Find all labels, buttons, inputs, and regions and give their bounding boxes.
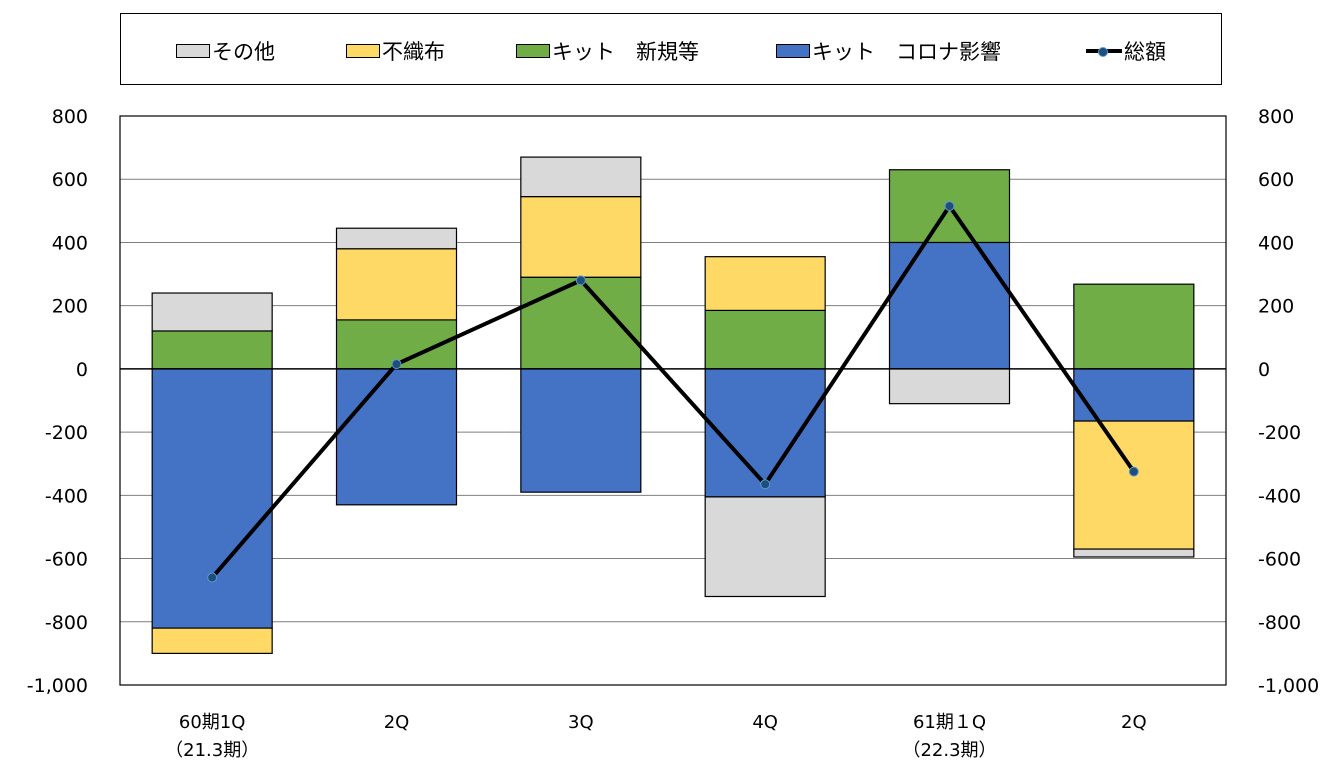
total-point-4 [944, 201, 955, 212]
legend-line-total [1086, 44, 1122, 58]
y-tick-label-left: -400 [45, 485, 88, 507]
legend-label-kit-new: キット 新規等 [552, 40, 699, 64]
bar-nonwoven-5 [1073, 420, 1195, 550]
bar-nonwoven-3 [704, 256, 826, 312]
legend-swatch-kit-new [516, 44, 550, 58]
legend-swatch-nonwoven [346, 44, 380, 58]
bar-kit-covid-3 [704, 368, 826, 498]
bar-kit-new-0 [151, 330, 273, 370]
y-tick-label-left: 400 [52, 232, 88, 254]
y-tick-label-left: 600 [52, 169, 88, 191]
bar-kit-covid-0 [151, 368, 273, 629]
y-tick-label-right: -1,000 [1258, 675, 1319, 697]
bar-kit-covid-4 [888, 241, 1011, 370]
y-tick-label-right: -400 [1258, 485, 1301, 507]
bar-nonwoven-0 [151, 627, 273, 654]
x-category-label: 4Q [752, 712, 778, 733]
x-category-label: 61期１Q [913, 712, 986, 733]
y-tick-label-right: 400 [1258, 232, 1294, 254]
legend-item-total: 総額 [1086, 36, 1166, 66]
x-category-sublabel: （22.3期） [902, 740, 996, 761]
bar-kit-new-5 [1073, 283, 1195, 370]
y-tick-label-left: -600 [45, 549, 88, 571]
y-tick-label-left: 200 [52, 296, 88, 318]
total-line [210, 204, 1136, 579]
x-category-label: 3Q [568, 712, 594, 733]
x-category-label: 2Q [1121, 712, 1147, 733]
bar-other-1 [335, 227, 458, 250]
bar-nonwoven-1 [335, 248, 458, 321]
plot-area-border [119, 115, 1227, 686]
legend-label-kit-covid: キット コロナ影響 [812, 40, 1001, 64]
bar-kit-covid-1 [335, 368, 458, 506]
bar-kit-covid-2 [520, 368, 642, 493]
bar-other-5 [1073, 548, 1195, 558]
y-tick-label-right: 200 [1258, 296, 1294, 318]
legend-label-nonwoven: 不織布 [382, 40, 445, 64]
y-tick-label-right: 600 [1258, 169, 1294, 191]
bar-kit-new-3 [704, 309, 826, 370]
bar-kit-new-2 [520, 276, 642, 370]
y-tick-label-left: -200 [45, 422, 88, 444]
total-point-2 [575, 275, 586, 286]
legend-item-nonwoven: 不織布 [346, 36, 445, 66]
legend-item-kit-new: キット 新規等 [516, 36, 699, 66]
bar-nonwoven-2 [520, 196, 642, 278]
y-tick-label-right: 0 [1258, 359, 1270, 381]
y-tick-label-right: -600 [1258, 549, 1301, 571]
legend-label-other: その他 [212, 40, 275, 64]
total-point-3 [760, 479, 771, 490]
total-point-0 [207, 572, 218, 583]
x-category-sublabel: （21.3期） [165, 740, 259, 761]
total-point-1 [391, 359, 402, 370]
y-tick-label-left: -1,000 [27, 675, 88, 697]
bar-other-4 [888, 368, 1011, 405]
legend-item-other: その他 [176, 36, 275, 66]
legend-label-total: 総額 [1124, 40, 1166, 64]
legend-swatch-other [176, 44, 210, 58]
legend: その他 不織布 キット 新規等 キット コロナ影響 総額 [120, 13, 1222, 85]
x-category-label: 60期1Q [179, 712, 246, 733]
total-point-5 [1128, 466, 1139, 477]
y-tick-label-left: -800 [45, 612, 88, 634]
legend-swatch-kit-covid [776, 44, 810, 58]
y-tick-label-left: 0 [76, 359, 88, 381]
bar-other-3 [704, 496, 826, 598]
y-tick-label-right: -800 [1258, 612, 1301, 634]
y-tick-label-right: 800 [1258, 106, 1294, 128]
bar-other-2 [520, 156, 642, 198]
y-tick-label-left: 800 [52, 106, 88, 128]
y-tick-label-right: -200 [1258, 422, 1301, 444]
bar-other-0 [151, 292, 273, 332]
legend-item-kit-covid: キット コロナ影響 [776, 36, 1001, 66]
x-category-label: 2Q [384, 712, 410, 733]
